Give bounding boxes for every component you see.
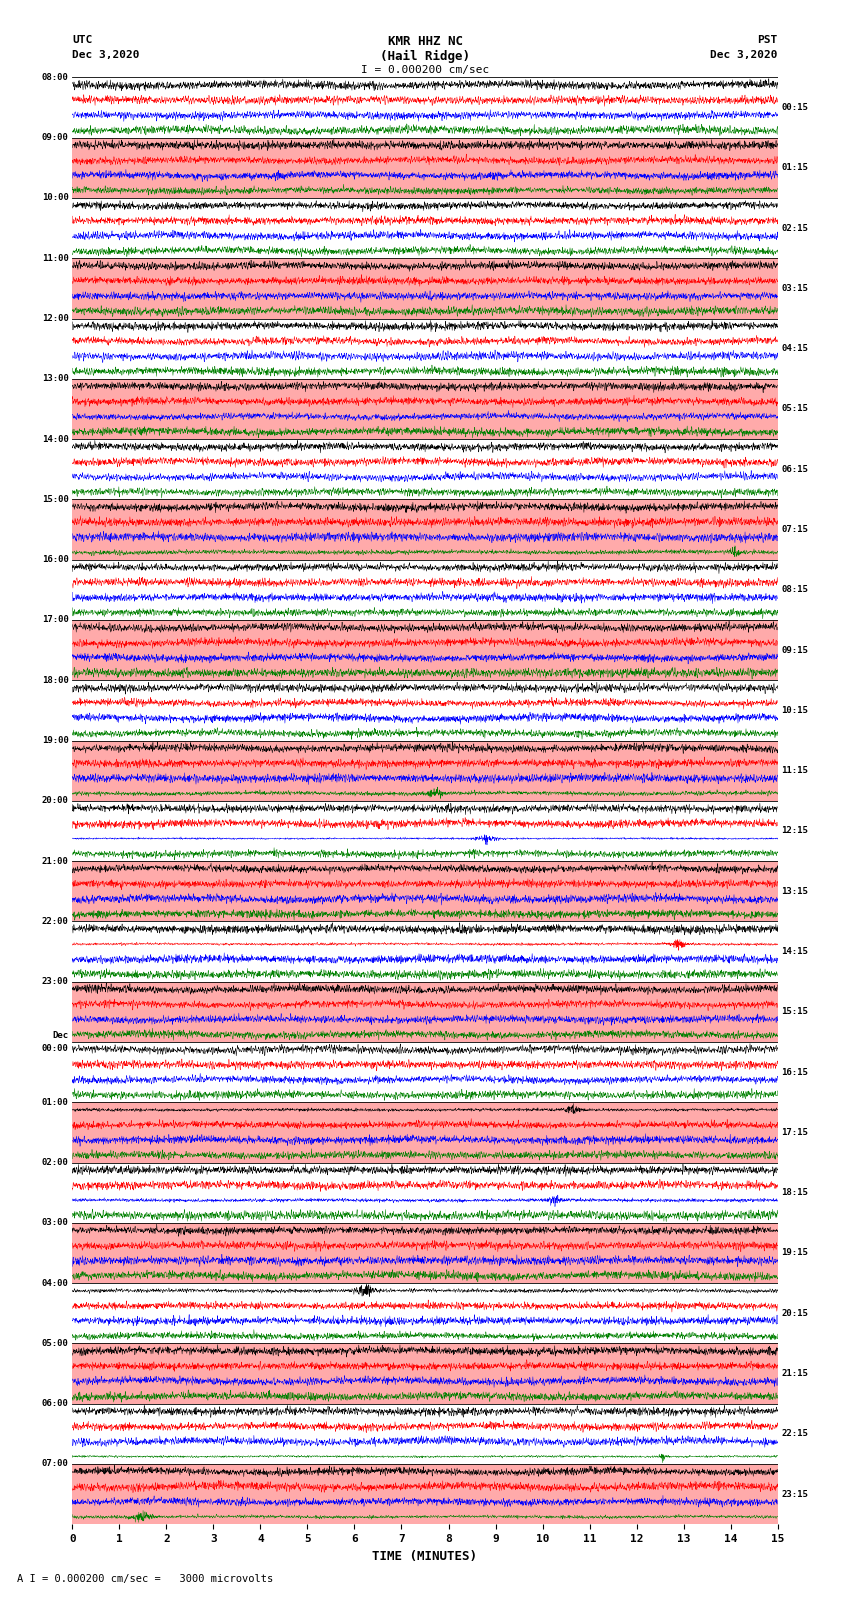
Text: 21:15: 21:15 — [781, 1369, 808, 1378]
Text: 17:15: 17:15 — [781, 1127, 808, 1137]
Bar — [72, 861, 778, 921]
Text: 16:00: 16:00 — [42, 555, 69, 565]
Text: 22:00: 22:00 — [42, 916, 69, 926]
Bar — [72, 77, 778, 137]
Text: 18:00: 18:00 — [42, 676, 69, 686]
Text: 04:15: 04:15 — [781, 344, 808, 353]
Text: 14:15: 14:15 — [781, 947, 808, 957]
Text: KMR HHZ NC: KMR HHZ NC — [388, 35, 462, 48]
Text: 06:00: 06:00 — [42, 1398, 69, 1408]
Text: Dec 3,2020: Dec 3,2020 — [711, 50, 778, 60]
Bar — [72, 1102, 778, 1163]
Text: 00:15: 00:15 — [781, 103, 808, 111]
Bar — [72, 198, 778, 258]
Text: Dec: Dec — [53, 1031, 69, 1040]
Text: 06:15: 06:15 — [781, 465, 808, 474]
Text: 07:00: 07:00 — [42, 1460, 69, 1468]
Text: 10:00: 10:00 — [42, 194, 69, 203]
Text: 09:00: 09:00 — [42, 134, 69, 142]
Bar — [72, 982, 778, 1042]
Text: 00:00: 00:00 — [42, 1044, 69, 1053]
Text: 13:00: 13:00 — [42, 374, 69, 384]
Text: 02:15: 02:15 — [781, 224, 808, 232]
Text: 19:15: 19:15 — [781, 1248, 808, 1258]
Text: 13:15: 13:15 — [781, 887, 808, 895]
Bar — [72, 619, 778, 681]
Text: 08:00: 08:00 — [42, 73, 69, 82]
Text: 15:00: 15:00 — [42, 495, 69, 503]
Text: 23:15: 23:15 — [781, 1490, 808, 1498]
Text: 12:00: 12:00 — [42, 315, 69, 323]
Text: 11:15: 11:15 — [781, 766, 808, 776]
Text: 01:15: 01:15 — [781, 163, 808, 173]
Bar — [72, 1223, 778, 1284]
Text: 02:00: 02:00 — [42, 1158, 69, 1168]
Bar — [72, 800, 778, 861]
Bar — [72, 1042, 778, 1102]
X-axis label: TIME (MINUTES): TIME (MINUTES) — [372, 1550, 478, 1563]
Text: 04:00: 04:00 — [42, 1279, 69, 1287]
Text: 01:00: 01:00 — [42, 1098, 69, 1107]
Text: 10:15: 10:15 — [781, 706, 808, 715]
Bar — [72, 1403, 778, 1465]
Text: 18:15: 18:15 — [781, 1189, 808, 1197]
Text: 20:00: 20:00 — [42, 797, 69, 805]
Bar — [72, 740, 778, 800]
Text: 21:00: 21:00 — [42, 857, 69, 866]
Bar — [72, 921, 778, 982]
Text: 16:15: 16:15 — [781, 1068, 808, 1076]
Bar — [72, 379, 778, 439]
Text: 05:00: 05:00 — [42, 1339, 69, 1348]
Bar — [72, 319, 778, 379]
Text: 19:00: 19:00 — [42, 736, 69, 745]
Text: PST: PST — [757, 35, 778, 45]
Text: 08:15: 08:15 — [781, 586, 808, 594]
Text: 17:00: 17:00 — [42, 616, 69, 624]
Text: 05:15: 05:15 — [781, 405, 808, 413]
Bar — [72, 560, 778, 619]
Text: 14:00: 14:00 — [42, 434, 69, 444]
Text: 03:15: 03:15 — [781, 284, 808, 294]
Text: 23:00: 23:00 — [42, 977, 69, 986]
Text: 12:15: 12:15 — [781, 826, 808, 836]
Bar — [72, 1465, 778, 1524]
Text: A I = 0.000200 cm/sec =   3000 microvolts: A I = 0.000200 cm/sec = 3000 microvolts — [17, 1574, 273, 1584]
Text: Dec 3,2020: Dec 3,2020 — [72, 50, 139, 60]
Bar — [72, 500, 778, 560]
Text: 09:15: 09:15 — [781, 645, 808, 655]
Text: 20:15: 20:15 — [781, 1308, 808, 1318]
Text: 03:00: 03:00 — [42, 1218, 69, 1227]
Bar — [72, 1163, 778, 1223]
Bar — [72, 258, 778, 319]
Text: 11:00: 11:00 — [42, 253, 69, 263]
Bar — [72, 1344, 778, 1403]
Text: 22:15: 22:15 — [781, 1429, 808, 1439]
Bar — [72, 1284, 778, 1344]
Bar — [72, 439, 778, 500]
Text: I = 0.000200 cm/sec: I = 0.000200 cm/sec — [361, 65, 489, 74]
Text: (Hail Ridge): (Hail Ridge) — [380, 50, 470, 63]
Text: UTC: UTC — [72, 35, 93, 45]
Bar — [72, 137, 778, 198]
Bar — [72, 681, 778, 740]
Text: 15:15: 15:15 — [781, 1008, 808, 1016]
Text: 07:15: 07:15 — [781, 526, 808, 534]
